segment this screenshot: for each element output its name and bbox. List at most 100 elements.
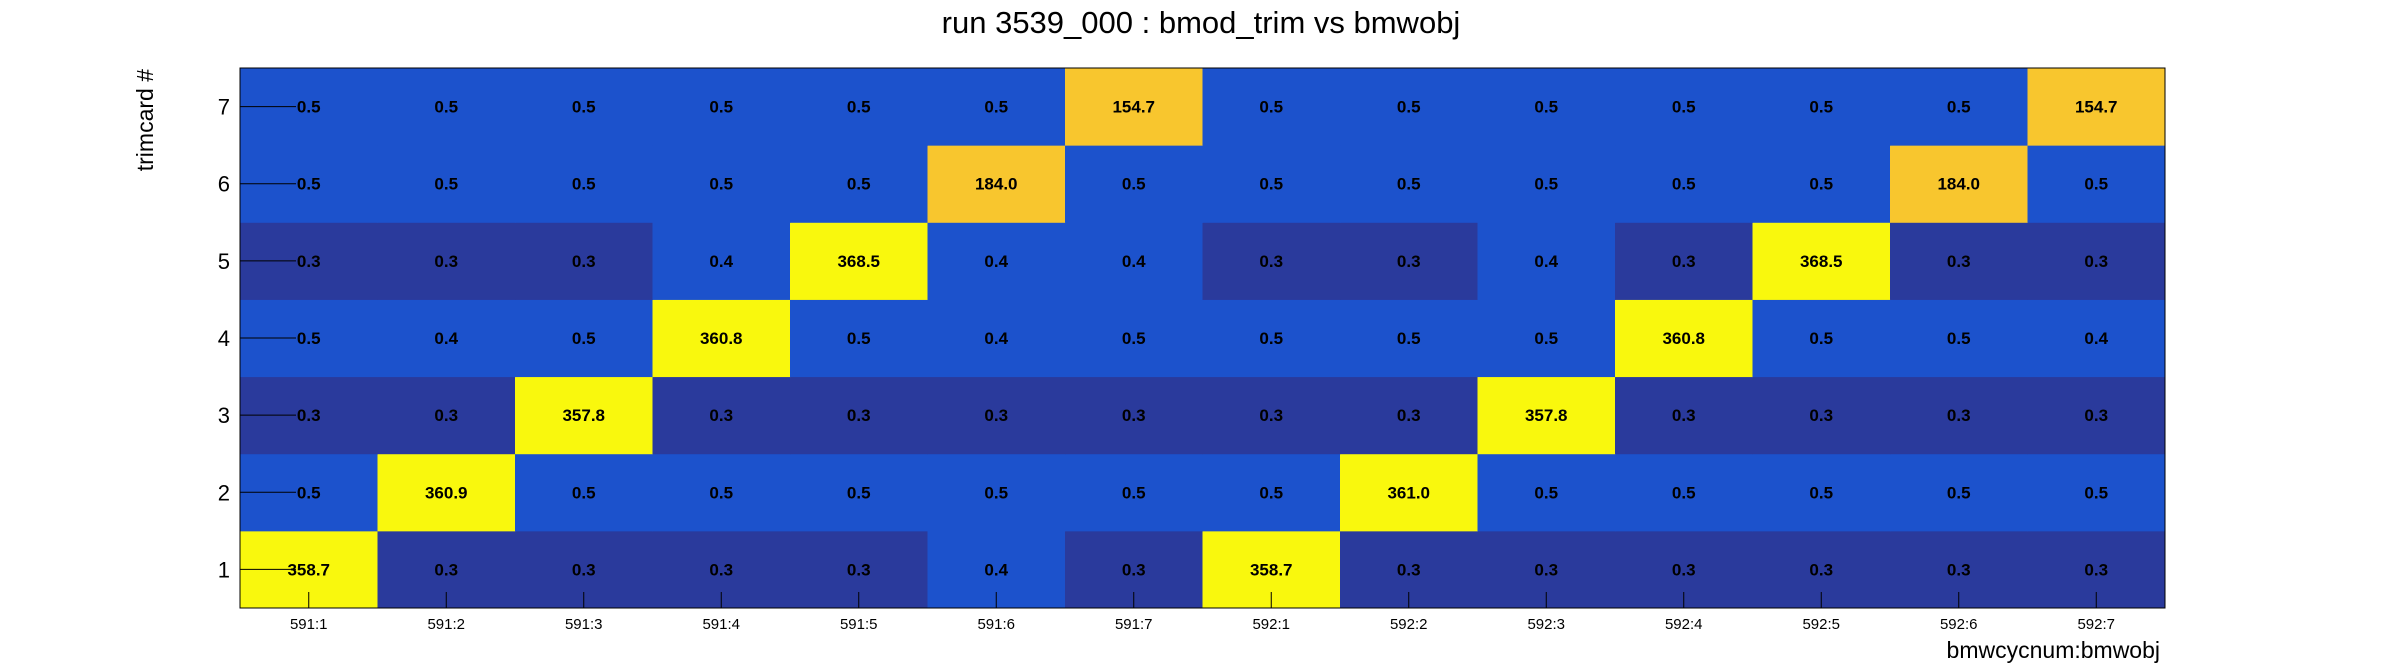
cell-value-label: 360.8	[700, 329, 743, 348]
heatmap-cell	[652, 145, 791, 223]
cell-value-label: 0.5	[1672, 98, 1696, 117]
cell-value-label: 154.7	[2075, 98, 2118, 117]
cell-value-label: 0.3	[1259, 252, 1283, 271]
x-tick-label: 591:6	[977, 616, 1015, 633]
cell-value-label: 0.5	[1809, 329, 1833, 348]
x-tick-label: 591:4	[702, 616, 740, 633]
heatmap-cell	[515, 145, 653, 223]
x-axis: 591:1 591:2 591:3 591:4 591:5 591:6 591:7 592:1…	[290, 592, 2115, 633]
heatmap-cell	[927, 299, 1066, 378]
heatmap-cell	[927, 453, 1066, 532]
y-tick-label: 4	[218, 326, 230, 351]
cell-value-label: 0.3	[297, 406, 321, 425]
cell-value-label: 0.3	[1397, 406, 1421, 425]
cell-value-label: 0.5	[1534, 483, 1558, 502]
cell-value-label: 0.5	[984, 483, 1008, 502]
heatmap-cell	[2027, 145, 2166, 223]
heatmap-cell	[515, 453, 653, 532]
x-tick-label: 592:7	[2077, 616, 2115, 633]
cell-value-label: 0.3	[847, 406, 871, 425]
heatmap-cell	[1890, 222, 2028, 300]
cell-value-label: 0.3	[2084, 252, 2108, 271]
cell-value-label: 0.5	[1259, 175, 1283, 194]
heatmap-cell	[1202, 145, 1341, 223]
heatmap-cell	[790, 145, 928, 223]
cell-value-label: 0.3	[1809, 406, 1833, 425]
heatmap-cell	[927, 68, 1066, 146]
cell-value-label: 0.3	[1672, 560, 1696, 579]
heatmap-cell	[1340, 68, 1478, 146]
cell-value-label: 0.3	[1122, 560, 1146, 579]
cell-value-label: 0.3	[1397, 560, 1421, 579]
heatmap-cell	[652, 299, 791, 378]
cell-value-label: 0.5	[434, 98, 458, 117]
heatmap-cell	[1202, 68, 1341, 146]
y-tick-label: 2	[218, 480, 230, 505]
cell-value-label: 0.5	[572, 98, 596, 117]
heatmap-cell	[1340, 453, 1478, 532]
y-axis: 1 2 3 4 5 6 7	[218, 95, 296, 582]
x-tick-label: 592:1	[1252, 616, 1290, 633]
heatmap-cell	[1202, 376, 1341, 455]
cell-value-label: 0.3	[434, 252, 458, 271]
cell-value-label: 0.5	[1259, 98, 1283, 117]
cell-value-label: 0.3	[984, 406, 1008, 425]
heatmap-cell	[1477, 376, 1616, 455]
cell-value-label: 0.5	[1947, 98, 1971, 117]
heatmap-cell	[1615, 453, 1753, 532]
heatmap-cell	[1065, 453, 1203, 532]
heatmap-cell	[515, 68, 653, 146]
heatmap-cell	[1890, 145, 2028, 223]
cell-value-label: 358.7	[1250, 560, 1293, 579]
cell-value-label: 0.3	[2084, 560, 2108, 579]
heatmap-cell	[1340, 145, 1478, 223]
heatmap-cell	[1890, 376, 2028, 455]
cell-value-label: 0.3	[1672, 252, 1696, 271]
cell-value-label: 0.4	[984, 329, 1008, 348]
cell-value-label: 0.4	[434, 329, 458, 348]
y-tick-label: 3	[218, 403, 230, 428]
cell-value-label: 0.5	[1397, 98, 1421, 117]
cell-value-label: 368.5	[837, 252, 880, 271]
heatmap-cell	[1752, 68, 1891, 146]
cell-value-label: 0.3	[572, 252, 596, 271]
heatmap-cell	[1065, 376, 1203, 455]
x-tick-label: 592:4	[1665, 616, 1703, 633]
heatmap-cell	[2027, 453, 2166, 532]
cell-value-label: 0.5	[847, 98, 871, 117]
heatmap-cell	[515, 376, 653, 455]
heatmap-cell	[1202, 453, 1341, 532]
heatmap-cell	[1340, 222, 1478, 300]
x-tick-label: 592:3	[1527, 616, 1565, 633]
heatmap-cell	[927, 222, 1066, 300]
heatmap-cell	[1752, 376, 1891, 455]
cell-value-label: 0.5	[297, 329, 321, 348]
heatmap-cell	[1065, 68, 1203, 146]
heatmap-cell	[927, 376, 1066, 455]
cell-value-label: 0.3	[709, 560, 733, 579]
cell-value-label: 0.5	[1122, 175, 1146, 194]
chart-title: run 3539_000 : bmod_trim vs bmwobj	[942, 5, 1461, 40]
heatmap-cell	[1752, 145, 1891, 223]
cell-value-label: 0.5	[1947, 329, 1971, 348]
heatmap-cell	[2027, 299, 2166, 378]
cell-value-label: 360.9	[425, 483, 468, 502]
cell-value-label: 0.3	[709, 406, 733, 425]
cell-value-label: 0.3	[2084, 406, 2108, 425]
heatmap-cell	[2027, 68, 2166, 146]
cell-value-label: 357.8	[1525, 406, 1568, 425]
heatmap-cell	[652, 376, 791, 455]
x-tick-label: 592:2	[1390, 616, 1428, 633]
heatmap-cell	[790, 376, 928, 455]
heatmap-cell	[1202, 299, 1341, 378]
heatmap-cell	[377, 376, 516, 455]
cell-value-label: 368.5	[1800, 252, 1843, 271]
heatmap-cell	[377, 222, 516, 300]
cell-value-label: 0.5	[1672, 483, 1696, 502]
heatmap-cell	[2027, 376, 2166, 455]
x-axis-label: bmwcycnum:bmwobj	[1947, 637, 2160, 663]
cell-value-label: 0.5	[1397, 329, 1421, 348]
heatmap-cell	[515, 222, 653, 300]
y-axis-label: trimcard #	[132, 69, 158, 171]
heatmap-cell	[1477, 222, 1616, 300]
